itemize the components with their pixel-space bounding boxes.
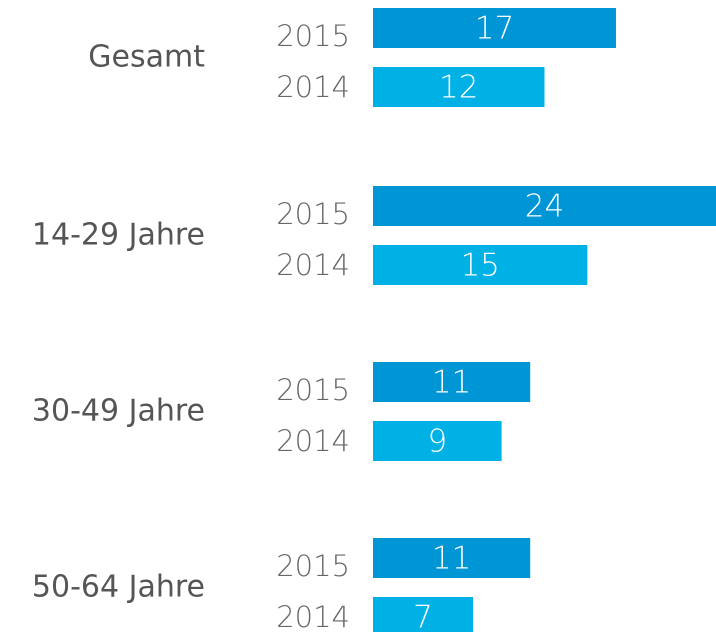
value-label: 24 <box>525 189 564 225</box>
bar <box>373 67 545 107</box>
bar <box>373 8 616 48</box>
series-label: 2015 <box>276 197 350 231</box>
series-label: 2014 <box>276 600 350 632</box>
bar <box>373 421 502 461</box>
bar <box>373 597 474 632</box>
bar <box>373 245 588 285</box>
category-label: 30-49 Jahre <box>32 394 205 429</box>
value-label: 9 <box>427 424 447 460</box>
category-label: Gesamt <box>88 40 205 75</box>
bar <box>373 538 531 578</box>
value-label: 7 <box>413 600 433 632</box>
value-label: 11 <box>432 541 471 577</box>
bar <box>373 362 531 402</box>
series-label: 2014 <box>276 70 350 104</box>
series-label: 2015 <box>276 373 350 407</box>
category-label: 14-29 Jahre <box>32 218 205 253</box>
series-label: 2014 <box>276 248 350 282</box>
bar <box>373 186 716 226</box>
series-label: 2015 <box>276 549 350 583</box>
category-label: 50-64 Jahre <box>32 570 205 605</box>
value-label: 17 <box>475 11 514 47</box>
series-label: 2015 <box>276 19 350 53</box>
value-label: 12 <box>439 70 478 106</box>
series-label: 2014 <box>276 424 350 458</box>
value-label: 11 <box>432 365 471 401</box>
value-label: 15 <box>460 248 499 284</box>
